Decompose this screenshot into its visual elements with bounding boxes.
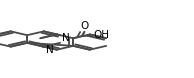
Text: O: O: [80, 21, 88, 31]
Text: N: N: [62, 33, 70, 43]
Text: N: N: [46, 45, 53, 55]
Text: OH: OH: [94, 30, 110, 40]
